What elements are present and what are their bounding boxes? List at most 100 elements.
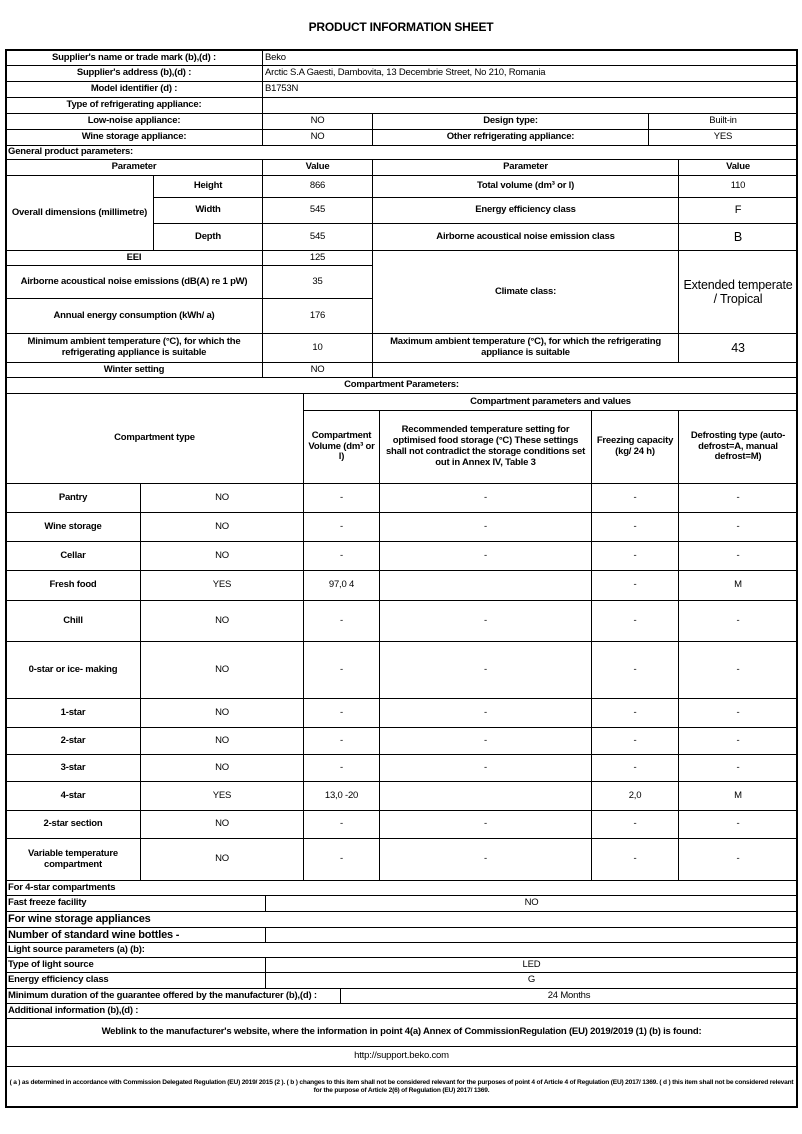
compartment-temperature: - xyxy=(379,512,592,542)
compartment-present: NO xyxy=(140,600,304,642)
compartment-present: NO xyxy=(140,727,304,755)
appliance-type-label: Type of refrigerating appliance: xyxy=(5,97,263,114)
compartment-name: 2-star section xyxy=(5,810,141,839)
total-volume-value: 110 xyxy=(678,175,798,198)
compartment-volume: 97,0 4 xyxy=(303,570,380,601)
compartment-group-header: Compartment parameters and values xyxy=(303,393,798,411)
depth-value: 545 xyxy=(262,223,373,251)
appliance-type-value xyxy=(262,97,798,114)
volume-header: Compartment Volume (dm³ or l) xyxy=(303,410,380,484)
compartment-temperature xyxy=(379,781,592,811)
climate-class-label: Climate class: xyxy=(372,250,679,334)
design-type-label: Design type: xyxy=(372,113,649,130)
wine-storage-heading: For wine storage appliances xyxy=(5,911,798,928)
compartment-name: 1-star xyxy=(5,698,141,728)
guarantee-value: 24 Months xyxy=(340,988,798,1004)
total-volume-label: Total volume (dm³ or l) xyxy=(372,175,679,198)
compartment-temperature: - xyxy=(379,727,592,755)
other-appliance-label: Other refrigerating appliance: xyxy=(372,129,649,146)
compartment-volume: - xyxy=(303,754,380,782)
wine-bottles-value xyxy=(265,927,798,943)
compartment-name: 0-star or ice- making xyxy=(5,641,141,699)
min-temp-label: Minimum ambient temperature (°C), for wh… xyxy=(5,333,263,363)
compartment-volume: - xyxy=(303,641,380,699)
compartment-freezing-capacity: - xyxy=(591,541,679,571)
compartment-defrost-type: - xyxy=(678,810,798,839)
noise-emissions-value: 35 xyxy=(262,265,373,299)
supplier-name-value: Beko xyxy=(262,50,798,66)
light-source-heading: Light source parameters (a) (b): xyxy=(5,942,798,958)
compartment-temperature: - xyxy=(379,698,592,728)
compartment-defrost-type: - xyxy=(678,512,798,542)
wine-bottles-label: Number of standard wine bottles - xyxy=(5,927,266,943)
light-energy-class-value: G xyxy=(265,972,798,989)
annual-energy-value: 176 xyxy=(262,298,373,334)
compartment-present: NO xyxy=(140,483,304,513)
compartment-present: NO xyxy=(140,754,304,782)
compartment-name: Fresh food xyxy=(5,570,141,601)
compartment-freezing-capacity: - xyxy=(591,727,679,755)
wine-appliance-label: Wine storage appliance: xyxy=(5,129,263,146)
winter-setting-value: NO xyxy=(262,362,373,378)
compartment-present: NO xyxy=(140,512,304,542)
fast-freeze-label: Fast freeze facility xyxy=(5,895,266,912)
compartment-freezing-capacity: 2,0 xyxy=(591,781,679,811)
depth-label: Depth xyxy=(153,223,263,251)
parameter-header: Parameter xyxy=(5,159,263,176)
compartment-temperature: - xyxy=(379,810,592,839)
model-identifier-label: Model identifier (d) : xyxy=(5,81,263,98)
low-noise-value: NO xyxy=(262,113,373,130)
compartment-volume: - xyxy=(303,600,380,642)
compartment-defrost-type: - xyxy=(678,541,798,571)
compartment-defrost-type: - xyxy=(678,838,798,881)
width-label: Width xyxy=(153,197,263,224)
compartment-temperature: - xyxy=(379,641,592,699)
compartment-present: NO xyxy=(140,541,304,571)
other-appliance-value: YES xyxy=(648,129,798,146)
general-parameters-heading: General product parameters: xyxy=(5,145,798,160)
compartment-temperature: - xyxy=(379,754,592,782)
compartment-type-header: Compartment type xyxy=(5,393,304,484)
compartment-defrost-type: - xyxy=(678,483,798,513)
energy-class-value: F xyxy=(678,197,798,224)
compartment-defrost-type: - xyxy=(678,600,798,642)
manufacturer-url-link[interactable]: http://support.beko.com xyxy=(5,1046,798,1067)
defrosting-type-header: Defrosting type (auto-defrost=A, manual … xyxy=(678,410,798,484)
compartment-name: Pantry xyxy=(5,483,141,513)
compartment-defrost-type: M xyxy=(678,781,798,811)
winter-setting-blank xyxy=(372,362,798,378)
noise-emissions-label: Airborne acoustical noise emissions (dB(… xyxy=(5,265,263,299)
compartment-volume: - xyxy=(303,838,380,881)
compartment-name: Wine storage xyxy=(5,512,141,542)
design-type-value: Built-in xyxy=(648,113,798,130)
compartment-name: 3-star xyxy=(5,754,141,782)
noise-class-label: Airborne acoustical noise emission class xyxy=(372,223,679,251)
compartment-freezing-capacity: - xyxy=(591,483,679,513)
light-type-value: LED xyxy=(265,957,798,973)
freezing-capacity-header: Freezing capacity (kg/ 24 h) xyxy=(591,410,679,484)
min-temp-value: 10 xyxy=(262,333,373,363)
four-star-heading: For 4-star compartments xyxy=(5,880,798,896)
compartment-temperature: - xyxy=(379,600,592,642)
compartment-parameters-heading: Compartment Parameters: xyxy=(5,377,798,394)
compartment-defrost-type: - xyxy=(678,698,798,728)
guarantee-label: Minimum duration of the guarantee offere… xyxy=(5,988,341,1004)
page-title: PRODUCT INFORMATION SHEET xyxy=(308,20,494,34)
compartment-defrost-type: - xyxy=(678,727,798,755)
additional-info-label: Additional information (b),(d) : xyxy=(5,1003,798,1019)
wine-appliance-value: NO xyxy=(262,129,373,146)
compartment-present: NO xyxy=(140,641,304,699)
compartment-temperature: - xyxy=(379,838,592,881)
compartment-freezing-capacity: - xyxy=(591,754,679,782)
climate-class-value: Extended temperate / Tropical xyxy=(678,250,798,334)
compartment-defrost-type: - xyxy=(678,641,798,699)
compartment-defrost-type: - xyxy=(678,754,798,782)
compartment-present: YES xyxy=(140,781,304,811)
height-value: 866 xyxy=(262,175,373,198)
annual-energy-label: Annual energy consumption (kWh/ a) xyxy=(5,298,263,334)
value-header: Value xyxy=(262,159,373,176)
compartment-volume: 13,0 -20 xyxy=(303,781,380,811)
compartment-freezing-capacity: - xyxy=(591,570,679,601)
compartment-name: 2-star xyxy=(5,727,141,755)
